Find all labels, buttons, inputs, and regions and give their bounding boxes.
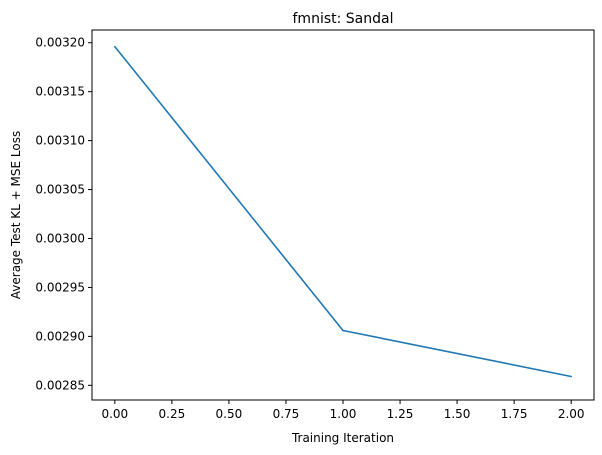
- y-tick-label: 0.00300: [35, 231, 85, 245]
- y-tick-label: 0.00310: [35, 134, 85, 148]
- x-tick-label: 1.50: [444, 407, 471, 421]
- chart-title: fmnist: Sandal: [293, 11, 394, 27]
- data-point: [114, 45, 116, 48]
- y-tick-label: 0.00285: [35, 378, 85, 392]
- plot-area: [91, 29, 595, 401]
- y-tick-label: 0.00295: [35, 280, 85, 294]
- x-axis-label: Training Iteration: [291, 431, 394, 445]
- data-point: [570, 375, 572, 378]
- data-point: [342, 329, 344, 332]
- x-axis-ticks: 0.00 0.25 0.50 0.75 1.00 1.25 1.50 1.75 2.00: [101, 400, 585, 421]
- x-tick-label: 1.75: [501, 407, 528, 421]
- y-axis-ticks: 0.00285 0.00290 0.00295 0.00300 0.00305 0.003…: [35, 36, 92, 392]
- y-tick-label: 0.00320: [35, 36, 85, 50]
- x-tick-label: 1.00: [330, 407, 357, 421]
- y-tick-label: 0.00305: [35, 183, 85, 197]
- x-tick-label: 0.50: [216, 407, 243, 421]
- y-tick-label: 0.00290: [35, 329, 85, 343]
- x-tick-label: 2.00: [558, 407, 585, 421]
- y-axis-label: Average Test KL + MSE Loss: [9, 131, 23, 299]
- x-tick-label: 0.75: [273, 407, 300, 421]
- x-tick-label: 0.00: [101, 407, 128, 421]
- series-layer: [114, 45, 572, 378]
- x-tick-label: 1.25: [387, 407, 414, 421]
- y-tick-label: 0.00315: [35, 85, 85, 99]
- x-tick-label: 0.25: [159, 407, 186, 421]
